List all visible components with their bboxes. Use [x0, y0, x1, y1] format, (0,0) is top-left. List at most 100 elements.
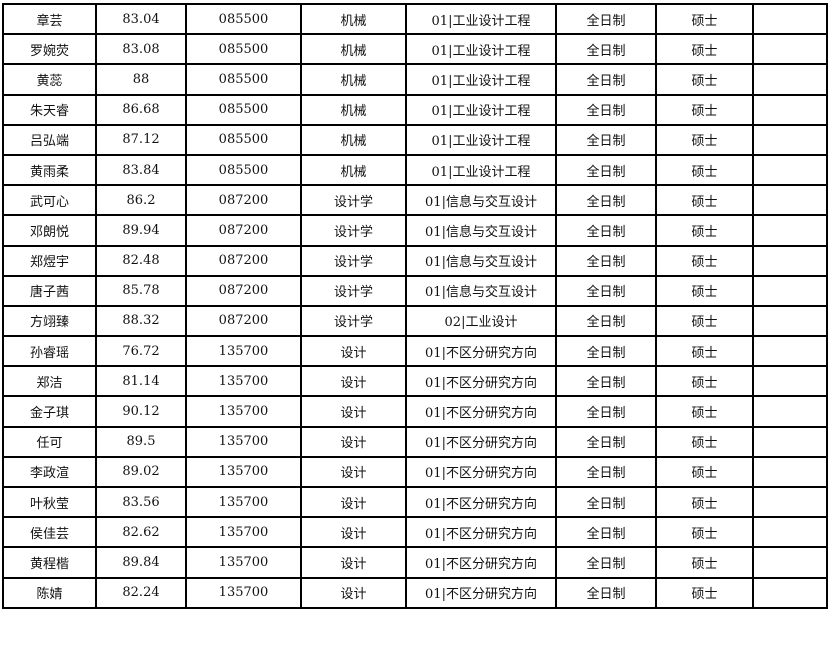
degree-cell: 硕士 — [655, 546, 754, 579]
research-direction-cell: 01|信息与交互设计 — [405, 244, 557, 277]
score-cell: 83.84 — [95, 153, 187, 187]
remark-cell — [752, 335, 828, 368]
study-mode-cell: 全日制 — [555, 425, 657, 458]
remark-cell — [752, 425, 828, 458]
remark-cell — [752, 365, 828, 398]
table-row: 吕弘端 87.12 085500 机械 01|工业设计工程 全日制 硕士 — [2, 123, 828, 156]
study-mode-cell: 全日制 — [555, 184, 657, 217]
major-code-cell: 135700 — [185, 576, 302, 609]
degree-cell: 硕士 — [655, 516, 754, 549]
study-mode-cell: 全日制 — [555, 63, 657, 96]
major-code-cell: 135700 — [185, 425, 302, 458]
major-cell: 设计 — [300, 425, 407, 458]
remark-cell — [752, 244, 828, 277]
score-cell: 90.12 — [95, 395, 187, 428]
major-cell: 设计 — [300, 455, 407, 489]
degree-cell: 硕士 — [655, 274, 754, 307]
research-direction-cell: 01|不区分研究方向 — [405, 485, 557, 519]
major-code-cell: 135700 — [185, 365, 302, 398]
score-cell: 82.48 — [95, 244, 187, 277]
major-cell: 设计 — [300, 546, 407, 579]
study-mode-cell: 全日制 — [555, 485, 657, 519]
major-code-cell: 085500 — [185, 123, 302, 156]
major-cell: 设计学 — [300, 214, 407, 247]
table-row: 郑煜宇 82.48 087200 设计学 01|信息与交互设计 全日制 硕士 — [2, 244, 828, 277]
major-cell: 设计 — [300, 335, 407, 368]
research-direction-cell: 01|不区分研究方向 — [405, 425, 557, 458]
score-cell: 89.94 — [95, 214, 187, 247]
remark-cell — [752, 123, 828, 156]
score-cell: 87.12 — [95, 123, 187, 156]
score-cell: 85.78 — [95, 274, 187, 307]
remark-cell — [752, 33, 828, 66]
table-row: 孙睿瑶 76.72 135700 设计 01|不区分研究方向 全日制 硕士 — [2, 335, 828, 368]
study-mode-cell: 全日制 — [555, 304, 657, 338]
name-cell: 陈婧 — [2, 576, 97, 609]
degree-cell: 硕士 — [655, 33, 754, 66]
study-mode-cell: 全日制 — [555, 395, 657, 428]
study-mode-cell: 全日制 — [555, 244, 657, 277]
degree-cell: 硕士 — [655, 184, 754, 217]
table-row: 郑洁 81.14 135700 设计 01|不区分研究方向 全日制 硕士 — [2, 365, 828, 398]
remark-cell — [752, 546, 828, 579]
score-cell: 83.08 — [95, 33, 187, 66]
study-mode-cell: 全日制 — [555, 365, 657, 398]
major-code-cell: 085500 — [185, 153, 302, 187]
admission-list-table: 章芸 83.04 085500 机械 01|工业设计工程 全日制 硕士 罗婉荧 83.08 085… — [2, 2, 828, 609]
table-row: 方翊臻 88.32 087200 设计学 02|工业设计 全日制 硕士 — [2, 304, 828, 338]
research-direction-cell: 01|工业设计工程 — [405, 63, 557, 96]
score-cell: 82.62 — [95, 516, 187, 549]
name-cell: 朱天睿 — [2, 93, 97, 126]
major-code-cell: 135700 — [185, 395, 302, 428]
major-code-cell: 087200 — [185, 184, 302, 217]
research-direction-cell: 01|不区分研究方向 — [405, 335, 557, 368]
degree-cell: 硕士 — [655, 93, 754, 126]
research-direction-cell: 01|不区分研究方向 — [405, 516, 557, 549]
remark-cell — [752, 153, 828, 187]
remark-cell — [752, 184, 828, 217]
study-mode-cell: 全日制 — [555, 335, 657, 368]
study-mode-cell: 全日制 — [555, 274, 657, 307]
name-cell: 罗婉荧 — [2, 33, 97, 66]
score-cell: 89.5 — [95, 425, 187, 458]
degree-cell: 硕士 — [655, 485, 754, 519]
research-direction-cell: 01|不区分研究方向 — [405, 365, 557, 398]
degree-cell: 硕士 — [655, 123, 754, 156]
study-mode-cell: 全日制 — [555, 516, 657, 549]
study-mode-cell: 全日制 — [555, 214, 657, 247]
table-row: 侯佳芸 82.62 135700 设计 01|不区分研究方向 全日制 硕士 — [2, 516, 828, 549]
major-code-cell: 087200 — [185, 244, 302, 277]
remark-cell — [752, 516, 828, 549]
table-row: 黄雨柔 83.84 085500 机械 01|工业设计工程 全日制 硕士 — [2, 153, 828, 187]
table-row: 黄蕊 88 085500 机械 01|工业设计工程 全日制 硕士 — [2, 63, 828, 96]
score-cell: 76.72 — [95, 335, 187, 368]
research-direction-cell: 01|工业设计工程 — [405, 123, 557, 156]
table-row: 武可心 86.2 087200 设计学 01|信息与交互设计 全日制 硕士 — [2, 184, 828, 217]
degree-cell: 硕士 — [655, 365, 754, 398]
study-mode-cell: 全日制 — [555, 576, 657, 609]
table-row: 邓朗悦 89.94 087200 设计学 01|信息与交互设计 全日制 硕士 — [2, 214, 828, 247]
remark-cell — [752, 304, 828, 338]
research-direction-cell: 01|不区分研究方向 — [405, 395, 557, 428]
score-cell: 86.2 — [95, 184, 187, 217]
name-cell: 唐子茜 — [2, 274, 97, 307]
degree-cell: 硕士 — [655, 214, 754, 247]
research-direction-cell: 01|不区分研究方向 — [405, 576, 557, 609]
score-cell: 89.02 — [95, 455, 187, 489]
study-mode-cell: 全日制 — [555, 153, 657, 187]
major-cell: 机械 — [300, 33, 407, 66]
research-direction-cell: 01|信息与交互设计 — [405, 184, 557, 217]
degree-cell: 硕士 — [655, 425, 754, 458]
major-code-cell: 135700 — [185, 485, 302, 519]
name-cell: 任可 — [2, 425, 97, 458]
remark-cell — [752, 455, 828, 489]
degree-cell: 硕士 — [655, 2, 754, 36]
major-cell: 设计学 — [300, 304, 407, 338]
research-direction-cell: 01|工业设计工程 — [405, 153, 557, 187]
degree-cell: 硕士 — [655, 455, 754, 489]
major-code-cell: 135700 — [185, 546, 302, 579]
score-cell: 83.04 — [95, 2, 187, 36]
name-cell: 郑洁 — [2, 365, 97, 398]
table-row: 唐子茜 85.78 087200 设计学 01|信息与交互设计 全日制 硕士 — [2, 274, 828, 307]
major-code-cell: 085500 — [185, 33, 302, 66]
